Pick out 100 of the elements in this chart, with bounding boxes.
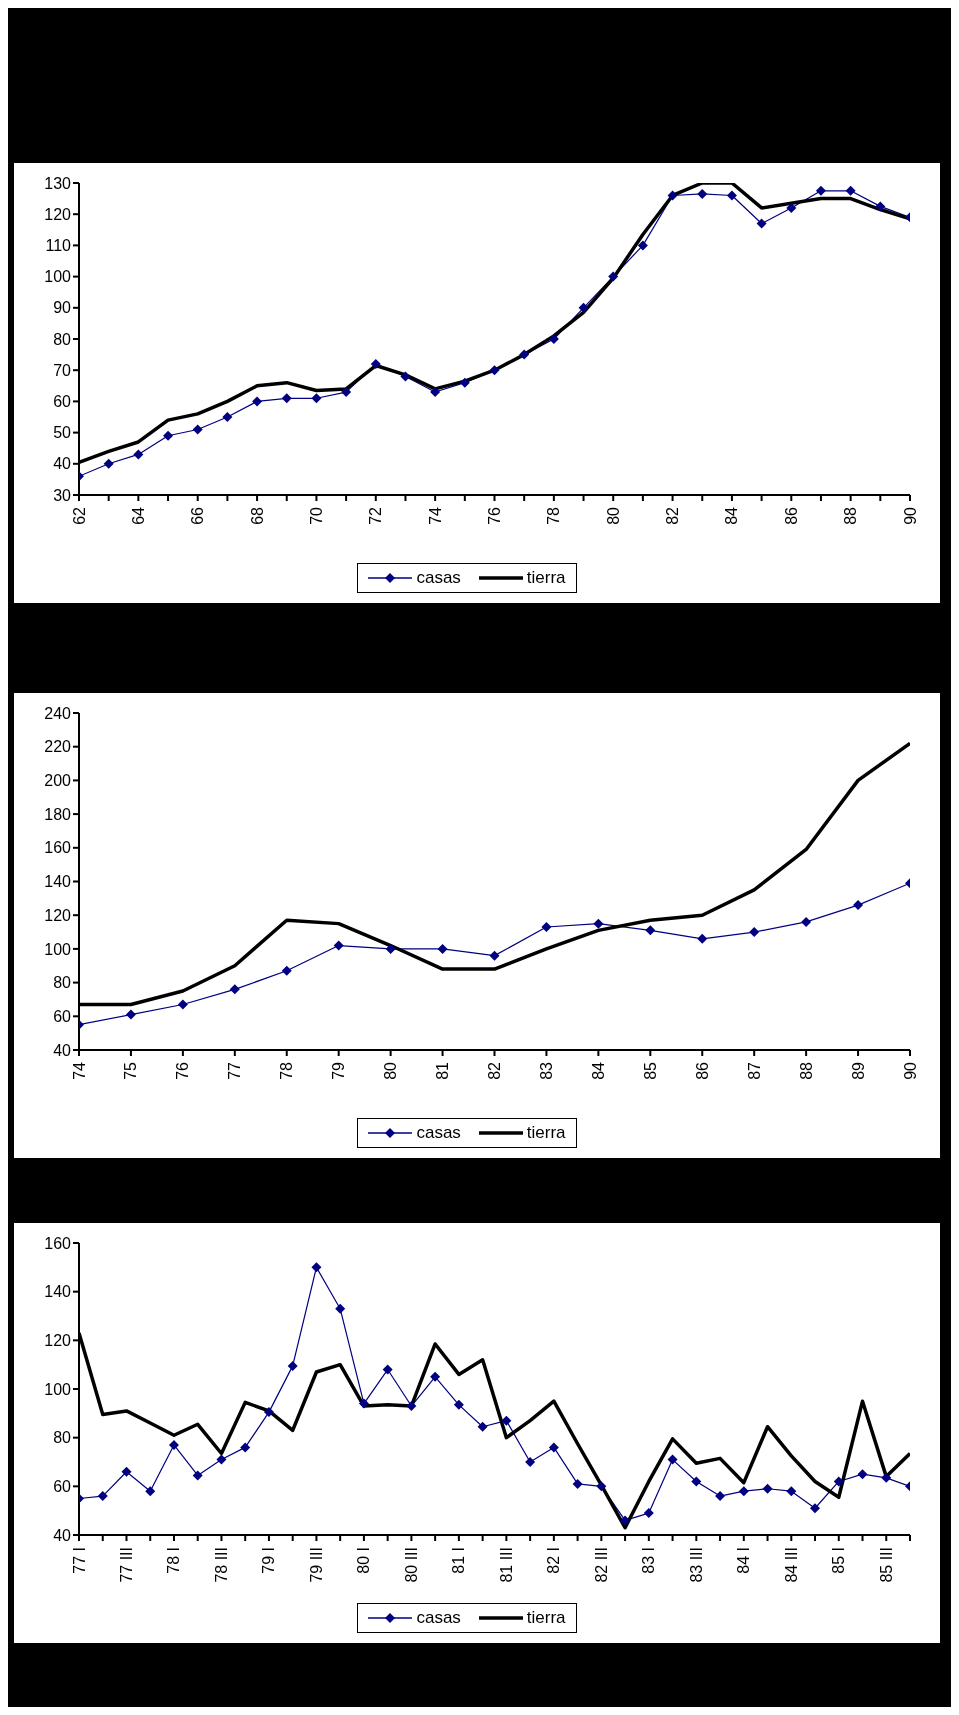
y-tick-label: 120 <box>44 906 72 924</box>
point <box>311 393 322 404</box>
y-tick-label: 240 <box>44 704 72 722</box>
point <box>335 1303 346 1314</box>
point <box>645 925 656 936</box>
x-tick-label: 86 <box>693 1061 711 1080</box>
legend-label: tierra <box>525 568 566 588</box>
y-tick-label: 30 <box>53 486 72 504</box>
point <box>240 1442 251 1453</box>
point <box>459 377 470 388</box>
point <box>786 1486 797 1497</box>
point <box>222 412 233 422</box>
y-tick-label: 60 <box>53 1007 72 1025</box>
point <box>145 1486 156 1497</box>
x-tick-label: 80 <box>604 506 622 525</box>
y-tick-label: 220 <box>44 738 72 756</box>
point <box>263 1407 274 1418</box>
y-tick-label: 120 <box>44 205 72 223</box>
x-tick-label: 82 <box>664 506 682 525</box>
point <box>216 1454 227 1465</box>
point <box>762 1483 773 1494</box>
point <box>501 1415 512 1426</box>
point <box>430 1371 441 1382</box>
x-tick-label: 81 I <box>450 1547 468 1574</box>
point <box>786 202 797 213</box>
point <box>333 940 344 951</box>
x-tick-label: 66 <box>189 506 207 525</box>
point <box>192 1470 203 1481</box>
y-tick-label: 100 <box>44 268 72 286</box>
point <box>133 449 144 460</box>
point <box>382 1364 393 1375</box>
point <box>97 1491 108 1502</box>
x-tick-label: 70 <box>307 506 325 525</box>
point <box>541 922 552 932</box>
x-tick-label: 90 <box>901 1061 919 1080</box>
point <box>281 393 292 404</box>
point <box>168 1439 179 1450</box>
point <box>738 1486 749 1497</box>
point <box>845 185 856 196</box>
point <box>578 302 589 313</box>
legend-label: casas <box>415 568 461 588</box>
point <box>548 1442 559 1453</box>
y-tick-label: 90 <box>53 299 72 317</box>
x-tick-label: 85 III <box>877 1547 895 1583</box>
point <box>519 349 530 360</box>
point <box>548 334 559 344</box>
point <box>341 387 352 398</box>
point <box>370 358 381 369</box>
point <box>756 218 767 229</box>
x-tick-label: 64 <box>129 506 147 525</box>
x-tick-label: 84 I <box>735 1547 753 1574</box>
y-tick-label: 130 <box>44 174 72 192</box>
point <box>881 1472 892 1483</box>
point <box>477 1421 488 1432</box>
point <box>853 900 864 911</box>
y-tick-label: 100 <box>44 940 72 958</box>
point <box>815 185 826 196</box>
x-tick-label: 80 I <box>355 1547 373 1574</box>
point <box>358 1398 369 1409</box>
x-tick-label: 88 <box>842 506 860 525</box>
x-tick-label: 76 <box>174 1061 192 1080</box>
point <box>252 396 263 407</box>
y-tick-label: 110 <box>45 237 72 255</box>
point <box>287 1360 298 1371</box>
point <box>192 424 203 435</box>
point <box>715 1491 726 1502</box>
point <box>400 371 411 382</box>
x-tick-label: 77 I <box>70 1547 88 1574</box>
y-tick-label: 140 <box>44 873 72 891</box>
point <box>453 1399 464 1410</box>
point <box>489 365 500 376</box>
legend-label: tierra <box>525 1123 566 1143</box>
x-tick-label: 78 III <box>212 1547 230 1583</box>
x-tick-label: 79 III <box>307 1547 325 1583</box>
x-tick-label: 83 III <box>687 1547 705 1583</box>
y-tick-label: 120 <box>44 1332 72 1350</box>
x-tick-label: 84 III <box>782 1547 800 1583</box>
y-tick-label: 200 <box>44 772 72 790</box>
point <box>163 430 174 441</box>
y-tick-label: 50 <box>53 424 72 442</box>
legend-label: tierra <box>525 1608 566 1628</box>
point <box>281 965 292 976</box>
x-tick-label: 84 <box>723 506 741 525</box>
x-tick-label: 77 <box>226 1061 244 1080</box>
x-tick-label: 81 <box>434 1061 452 1080</box>
x-tick-label: 86 <box>782 506 800 525</box>
point <box>525 1457 536 1467</box>
y-tick-label: 40 <box>53 1041 72 1059</box>
x-tick-label: 72 <box>367 506 385 525</box>
point <box>875 201 886 212</box>
y-tick-label: 70 <box>53 361 72 379</box>
x-tick-label: 83 I <box>640 1547 658 1574</box>
legend-label: casas <box>415 1608 461 1628</box>
point <box>691 1476 702 1487</box>
point <box>608 271 619 282</box>
x-tick-label: 78 I <box>165 1547 183 1574</box>
y-tick-label: 80 <box>53 1429 72 1447</box>
y-tick-label: 140 <box>44 1283 72 1301</box>
point <box>697 188 708 199</box>
point <box>857 1469 868 1480</box>
